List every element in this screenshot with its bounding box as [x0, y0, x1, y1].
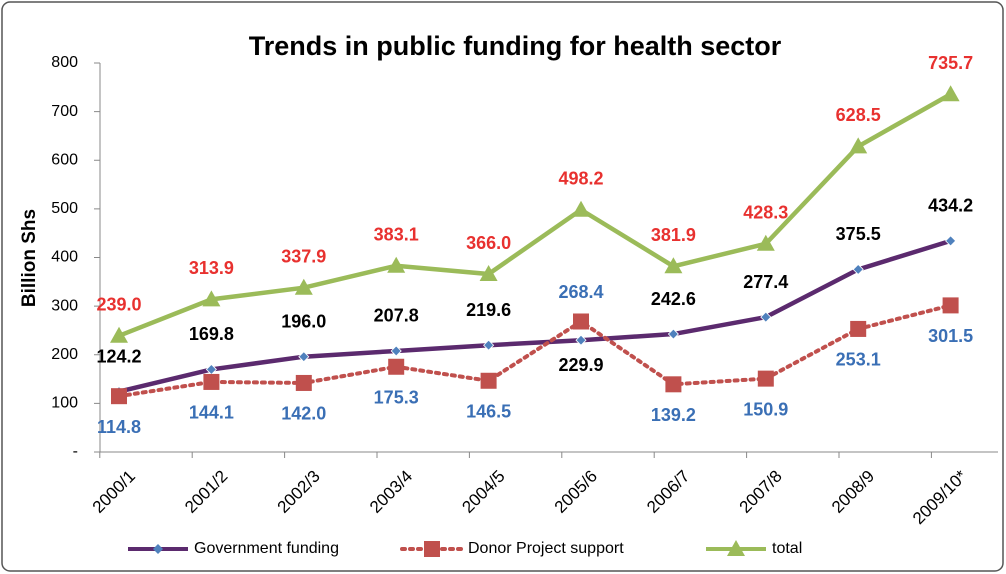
data-label: 313.9 [189, 258, 234, 278]
y-tick-label: 400 [51, 249, 78, 266]
data-label: 434.2 [928, 196, 973, 216]
y-tick-label: 700 [51, 103, 78, 120]
data-point [294, 278, 313, 295]
data-label: 114.8 [97, 417, 141, 437]
data-label: 150.9 [743, 399, 788, 419]
data-point [849, 137, 868, 154]
data-label: 337.9 [281, 246, 326, 266]
legend-marker [153, 544, 163, 554]
chart-title: Trends in public funding for health sect… [249, 31, 782, 61]
data-label: 144.1 [189, 403, 234, 423]
data-point [480, 372, 497, 389]
y-tick-label: 100 [51, 395, 78, 412]
data-label: 628.5 [836, 105, 881, 125]
legend-label: Donor Project support [468, 540, 624, 557]
data-point [945, 235, 957, 247]
data-point [203, 373, 220, 390]
data-label: 242.6 [651, 289, 696, 309]
data-point [388, 358, 405, 375]
data-label: 196.0 [281, 311, 326, 331]
data-label: 301.5 [928, 326, 973, 346]
data-label: 175.3 [374, 388, 419, 408]
data-label: 124.2 [96, 346, 141, 366]
data-label: 375.5 [836, 224, 881, 244]
data-point [390, 345, 402, 357]
data-point [110, 326, 128, 343]
data-label: 239.0 [96, 295, 141, 315]
data-label: 207.8 [374, 306, 419, 326]
data-point [664, 257, 683, 274]
data-point [760, 311, 772, 323]
data-label: 428.3 [743, 202, 788, 222]
legend-marker [727, 540, 745, 556]
data-point [572, 200, 590, 217]
data-point [479, 265, 498, 282]
y-tick-label: 500 [51, 200, 78, 217]
y-tick-label: 600 [51, 151, 78, 168]
y-tick-label: 300 [51, 297, 78, 314]
y-tick-label: 800 [51, 54, 78, 71]
data-label: 268.4 [558, 282, 603, 302]
data-label: 383.1 [374, 224, 419, 244]
data-label: 735.7 [928, 53, 973, 73]
data-point [850, 320, 867, 337]
data-point [942, 297, 959, 314]
data-label: 277.4 [743, 272, 788, 292]
data-label: 142.0 [281, 404, 326, 424]
y-axis-label: Billion Shs [19, 209, 40, 307]
data-label: 381.9 [651, 225, 696, 245]
data-point [941, 85, 960, 102]
data-label: 229.9 [558, 355, 603, 375]
legend-label: total [772, 540, 802, 557]
data-point [483, 339, 495, 351]
data-label: 139.2 [651, 405, 696, 425]
data-point [387, 256, 406, 273]
data-point [756, 234, 775, 251]
data-point [295, 374, 312, 391]
data-label: 169.8 [189, 324, 234, 344]
data-point [573, 313, 589, 330]
data-label: 253.1 [836, 350, 881, 370]
data-label: 366.0 [466, 233, 511, 253]
data-point [852, 263, 864, 275]
series-line [117, 303, 953, 399]
data-label: 146.5 [466, 402, 511, 422]
series-line [118, 92, 952, 338]
data-point [575, 334, 587, 346]
y-tick-label: - [73, 443, 78, 460]
data-point [202, 290, 221, 307]
data-point [111, 388, 127, 405]
legend-marker [424, 541, 440, 557]
y-tick-label: 200 [51, 346, 78, 363]
data-point [667, 328, 679, 340]
data-label: 498.2 [558, 169, 603, 189]
data-point [757, 370, 774, 387]
series-line [118, 238, 952, 394]
data-point [665, 376, 682, 393]
data-label: 219.6 [466, 300, 511, 320]
legend-label: Government funding [194, 540, 339, 557]
data-point [298, 351, 310, 363]
